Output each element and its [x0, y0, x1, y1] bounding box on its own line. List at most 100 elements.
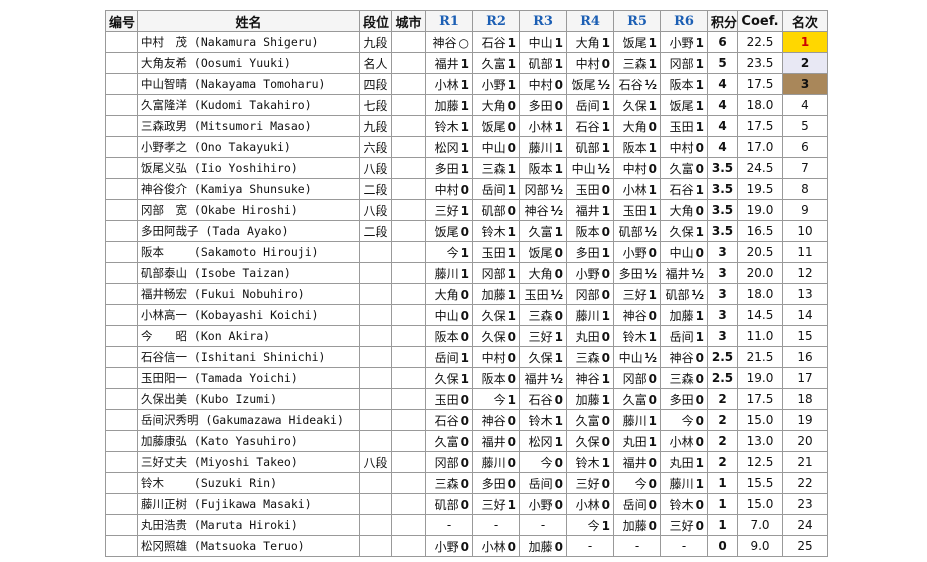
- round-2-result: 多田 0: [472, 472, 520, 494]
- round-2-result: 玉田 1: [472, 241, 520, 263]
- game-score: 0: [507, 329, 516, 344]
- table-row: 小林高一 (Kobayashi Koichi) 中山 0 久保 1 三森 0 藤川 1 神谷 0 加藤…: [105, 304, 828, 326]
- round-3-result: 三森 0: [519, 304, 567, 326]
- total-points: 2: [707, 388, 738, 410]
- game-score: 0: [507, 413, 516, 428]
- table-row: 久保出美 (Kubo Izumi) 玉田 0 今 1 石谷 0 加藤 1 久富 0 多田 0 2 17.5 1…: [105, 388, 828, 410]
- round-1-result: 三好 1: [425, 199, 473, 221]
- opponent-name: 三好: [669, 518, 694, 533]
- round-6-result: 玉田 1: [660, 115, 708, 137]
- total-points: 3: [707, 283, 738, 305]
- round-1-result: 大角 0: [425, 283, 473, 305]
- opponent-name: 三好: [622, 287, 647, 302]
- coefficient: 19.0: [737, 367, 783, 389]
- player-number: [105, 388, 138, 410]
- player-number: [105, 493, 138, 515]
- coefficient: 17.5: [737, 73, 783, 95]
- opponent-name: 中村: [528, 77, 553, 92]
- round-4-result: 中村 0: [566, 52, 614, 74]
- player-rank: 六段: [359, 136, 392, 158]
- table-row: 松冈照雄 (Matsuoka Teruo) 小野 0 小林 0 加藤 0- - -0 9.0 25: [105, 535, 828, 557]
- opponent-name: 三森: [434, 476, 459, 491]
- round-5-result: 矶部 ½: [613, 220, 661, 242]
- game-score: 1: [460, 371, 469, 386]
- opponent-name: -: [493, 518, 499, 532]
- game-score: 0: [648, 245, 657, 260]
- final-place: 11: [782, 241, 828, 263]
- game-score: 0: [554, 308, 563, 323]
- opponent-name: 久保: [669, 224, 694, 239]
- opponent-name: 铃木: [434, 119, 459, 134]
- opponent-name: 矶部: [528, 56, 553, 71]
- player-rank: [359, 430, 392, 452]
- round-3-result: 矶部 1: [519, 52, 567, 74]
- total-points: 3: [707, 241, 738, 263]
- game-score: 0: [648, 392, 657, 407]
- round-3-result: 中村 0: [519, 73, 567, 95]
- table-row: 中山智晴 (Nakayama Tomoharu) 四段 小林 1 小野 1 中村 0 饭尾 ½ 石谷…: [105, 73, 828, 95]
- player-name: 丸田浩贵 (Maruta Hiroki): [137, 514, 360, 536]
- coefficient: 7.0: [737, 514, 783, 536]
- opponent-name: 冈部: [669, 56, 694, 71]
- round-4-result: 阪本 0: [566, 220, 614, 242]
- game-score: 0: [695, 371, 704, 386]
- opponent-name: 中山: [618, 350, 643, 365]
- round-4-result: 饭尾 ½: [566, 73, 614, 95]
- player-name: 冈部 宽 (Okabe Hiroshi): [137, 199, 360, 221]
- round-1-result: 加藤 1: [425, 94, 473, 116]
- game-score: 1: [507, 182, 516, 197]
- round-6-result: 小野 1: [660, 31, 708, 53]
- round-1-result: 藤川 1: [425, 262, 473, 284]
- opponent-name: -: [681, 539, 687, 553]
- player-city: [391, 514, 426, 536]
- player-city: [391, 430, 426, 452]
- game-score: ½: [550, 371, 563, 386]
- game-score: 0: [695, 245, 704, 260]
- round-5-result: 阪本 1: [613, 136, 661, 158]
- player-number: [105, 220, 138, 242]
- game-score: 0: [460, 392, 469, 407]
- game-score: 1: [507, 308, 516, 323]
- round-3-result: 松冈 1: [519, 430, 567, 452]
- round-6-result: 多田 0: [660, 388, 708, 410]
- round-6-result: 加藤 1: [660, 304, 708, 326]
- player-number: [105, 472, 138, 494]
- opponent-name: 冈部: [524, 182, 549, 197]
- game-score: 1: [648, 434, 657, 449]
- game-score: 1: [507, 266, 516, 281]
- total-points: 3.5: [707, 199, 738, 221]
- opponent-name: 小野: [622, 245, 647, 260]
- final-place: 8: [782, 178, 828, 200]
- game-score: 0: [554, 497, 563, 512]
- final-place: 12: [782, 262, 828, 284]
- opponent-name: 加藤: [575, 392, 600, 407]
- total-points: 4: [707, 136, 738, 158]
- opponent-name: 三好: [481, 497, 506, 512]
- round-5-result: 神谷 0: [613, 304, 661, 326]
- opponent-name: 加藤: [622, 518, 647, 533]
- game-score: ½: [550, 203, 563, 218]
- opponent-name: 大角: [481, 98, 506, 113]
- game-score: 0: [554, 539, 563, 554]
- round-1-result: 阪本 0: [425, 325, 473, 347]
- game-score: 0: [601, 182, 610, 197]
- opponent-name: 岳间: [575, 98, 600, 113]
- round-2-result: 久保 1: [472, 304, 520, 326]
- coefficient: 20.5: [737, 241, 783, 263]
- game-score: 1: [507, 77, 516, 92]
- round-6-result: 大角 0: [660, 199, 708, 221]
- game-score: 1: [460, 77, 469, 92]
- game-score: ½: [644, 350, 657, 365]
- game-score: ½: [644, 266, 657, 281]
- player-rank: [359, 262, 392, 284]
- header-name: 姓名: [137, 10, 360, 32]
- opponent-name: 今: [540, 455, 553, 470]
- opponent-name: 阪本: [528, 161, 553, 176]
- game-score: 1: [648, 140, 657, 155]
- game-score: 0: [601, 56, 610, 71]
- opponent-name: 中村: [434, 182, 459, 197]
- opponent-name: 玉田: [524, 287, 549, 302]
- round-6-result: 中村 0: [660, 136, 708, 158]
- opponent-name: 石谷: [575, 119, 600, 134]
- game-score: 0: [695, 140, 704, 155]
